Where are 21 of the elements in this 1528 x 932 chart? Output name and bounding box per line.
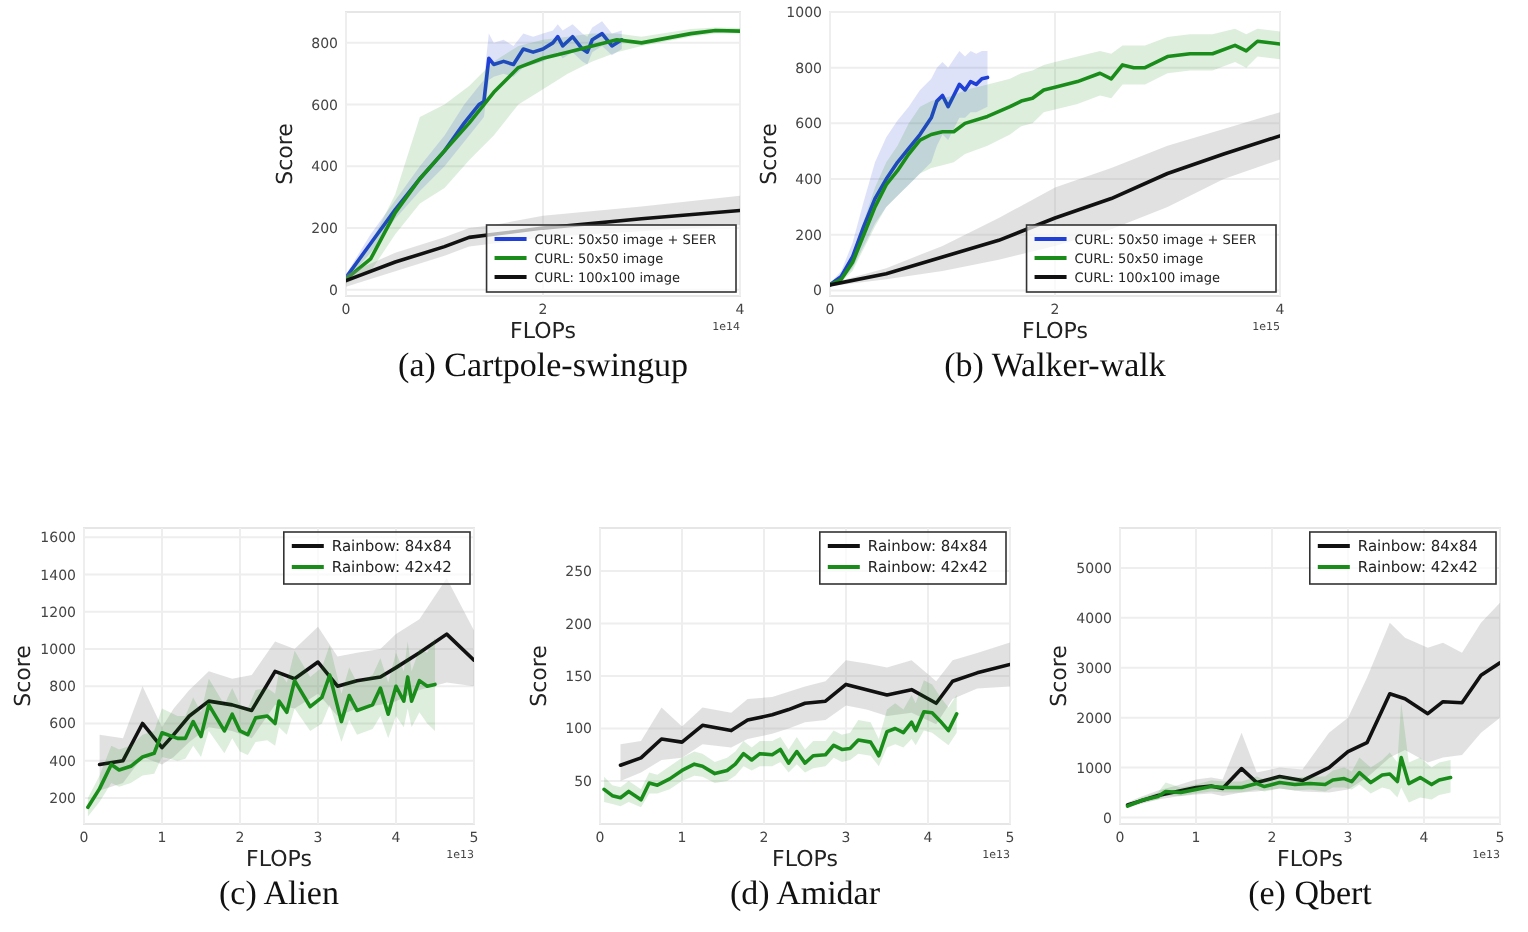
text: (c) Alien (219, 874, 340, 912)
line-series (618, 662, 1010, 768)
text: (e) Qbert (1248, 874, 1373, 912)
text: (a) Cartpole-swingup (398, 346, 688, 384)
x-axis-title: FLOPs (510, 318, 577, 344)
line-series (1125, 755, 1453, 808)
y-axis-title: Score (756, 122, 782, 185)
x-axis-title: FLOPs (1277, 846, 1344, 872)
x-axis-title: FLOPs (772, 846, 839, 872)
line-series (97, 632, 474, 767)
y-axis-title: Score (1046, 644, 1072, 707)
text: (b) Walker-walk (944, 346, 1167, 384)
line-series (602, 709, 959, 802)
y-axis-title: Score (272, 122, 298, 185)
x-axis-title: FLOPs (1022, 318, 1089, 344)
y-axis-title: Score (10, 644, 36, 707)
line-series (1125, 660, 1500, 807)
x-axis-title: FLOPs (246, 846, 313, 872)
text: (d) Amidar (729, 874, 881, 912)
line-series (86, 673, 437, 810)
y-axis-title: Score (526, 644, 552, 707)
